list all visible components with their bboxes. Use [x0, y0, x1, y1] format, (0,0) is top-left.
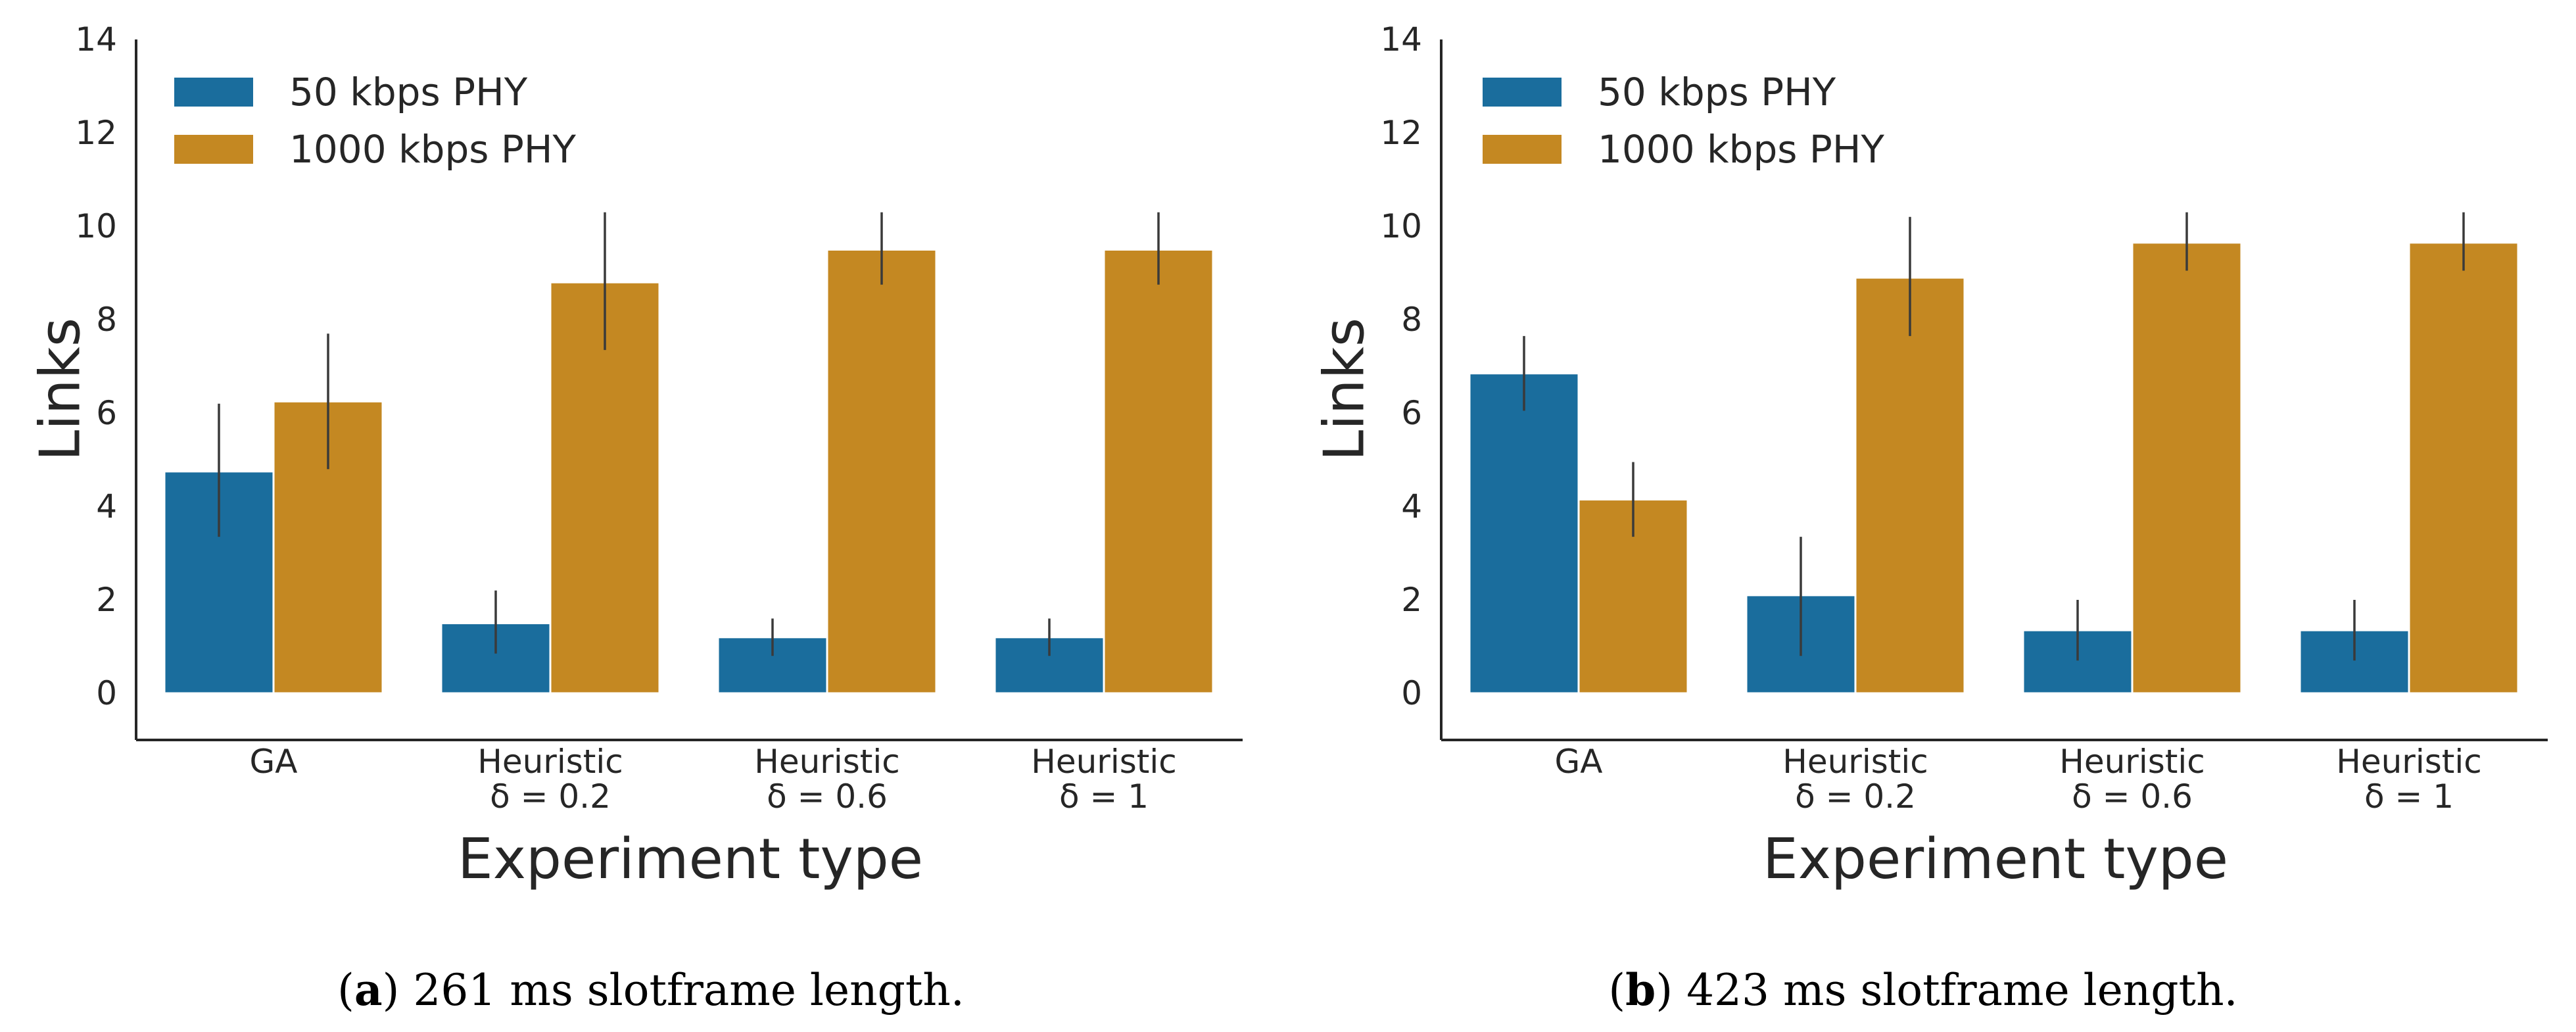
category-label: Heuristic [477, 743, 623, 781]
y-tick-label: 12 [1380, 114, 1422, 152]
y-tick-label: 6 [1401, 394, 1422, 432]
category-label-sub: δ = 0.6 [767, 777, 888, 816]
bar-1000kbps-1 [549, 281, 661, 695]
y-tick-label: 14 [75, 20, 117, 59]
bar-50kbps-0 [1468, 372, 1580, 695]
legend-label-50kbps: 50 kbps PHY [1598, 70, 1836, 114]
y-tick-label: 6 [96, 394, 117, 432]
caption-label-b: b [1625, 964, 1656, 1016]
y-axis-title-text: Links [1312, 318, 1377, 461]
y-tick-label: 8 [96, 301, 117, 339]
bar-1000kbps-3 [2408, 241, 2519, 695]
y-tick-label: 2 [96, 581, 117, 619]
caption-paren-close: ) [1656, 965, 1686, 1016]
x-axis-title-b: Experiment type [1763, 827, 2228, 892]
category-label: GA [1555, 743, 1603, 781]
category-label-sub: δ = 0.2 [1795, 777, 1916, 816]
bar-1000kbps-2 [826, 249, 938, 695]
bar-1000kbps-3 [1103, 249, 1214, 695]
category-label: Heuristic [754, 743, 900, 781]
y-tick-label: 0 [96, 674, 117, 712]
category-label-sub: δ = 0.6 [2072, 777, 2193, 816]
caption-text-b: 423 ms slotframe length. [1686, 965, 2238, 1016]
category-label: Heuristic [1031, 743, 1177, 781]
category-label: Heuristic [1782, 743, 1928, 781]
category-label: Heuristic [2059, 743, 2205, 781]
caption-a: (a) 261 ms slotframe length. [337, 964, 965, 1016]
legend-swatch-1000kbps [1483, 135, 1562, 164]
caption-paren-open: ( [1608, 965, 1625, 1016]
y-tick-label: 8 [1401, 301, 1422, 339]
category-label-sub: δ = 0.2 [490, 777, 611, 816]
y-axis-title-text: Links [28, 318, 93, 461]
caption-paren-open: ( [337, 965, 354, 1016]
y-tick-label: 12 [75, 114, 117, 152]
y-tick-label: 10 [75, 207, 117, 245]
caption-paren-close: ) [383, 965, 414, 1016]
chart-panel-b: Links Experiment type 0 2 4 6 8 10 12 14 GA Heuri… [1312, 20, 2548, 892]
category-label: Heuristic [2336, 743, 2482, 781]
legend-label-1000kbps: 1000 kbps PHY [1598, 127, 1885, 172]
category-label: GA [250, 743, 298, 781]
category-label-sub: δ = 1 [2364, 777, 2454, 816]
x-axis-title-a: Experiment type [458, 827, 923, 892]
caption-text-a: 261 ms slotframe length. [413, 965, 965, 1016]
caption-label-a: a [354, 964, 383, 1016]
category-label-sub: δ = 1 [1059, 777, 1149, 816]
y-axis-title-b: Links [1312, 318, 1377, 461]
legend-label-1000kbps: 1000 kbps PHY [289, 127, 577, 172]
caption-b: (b) 423 ms slotframe length. [1608, 964, 2237, 1016]
y-axis-title-a: Links [28, 318, 93, 461]
legend-swatch-1000kbps [174, 135, 253, 164]
y-tick-label: 4 [1401, 487, 1422, 526]
legend-swatch-50kbps [174, 78, 253, 107]
y-tick-label: 2 [1401, 581, 1422, 619]
y-tick-label: 10 [1380, 207, 1422, 245]
y-tick-label: 4 [96, 487, 117, 526]
legend-swatch-50kbps [1483, 78, 1562, 107]
bar-1000kbps-1 [1854, 276, 1966, 695]
bar-1000kbps-2 [2131, 241, 2243, 695]
y-tick-label: 0 [1401, 674, 1422, 712]
legend-label-50kbps: 50 kbps PHY [289, 70, 528, 114]
y-tick-label: 14 [1380, 20, 1422, 59]
chart-panel-a: Links Experiment type 0 2 4 6 8 10 12 14 GA Heuri… [28, 20, 1243, 892]
